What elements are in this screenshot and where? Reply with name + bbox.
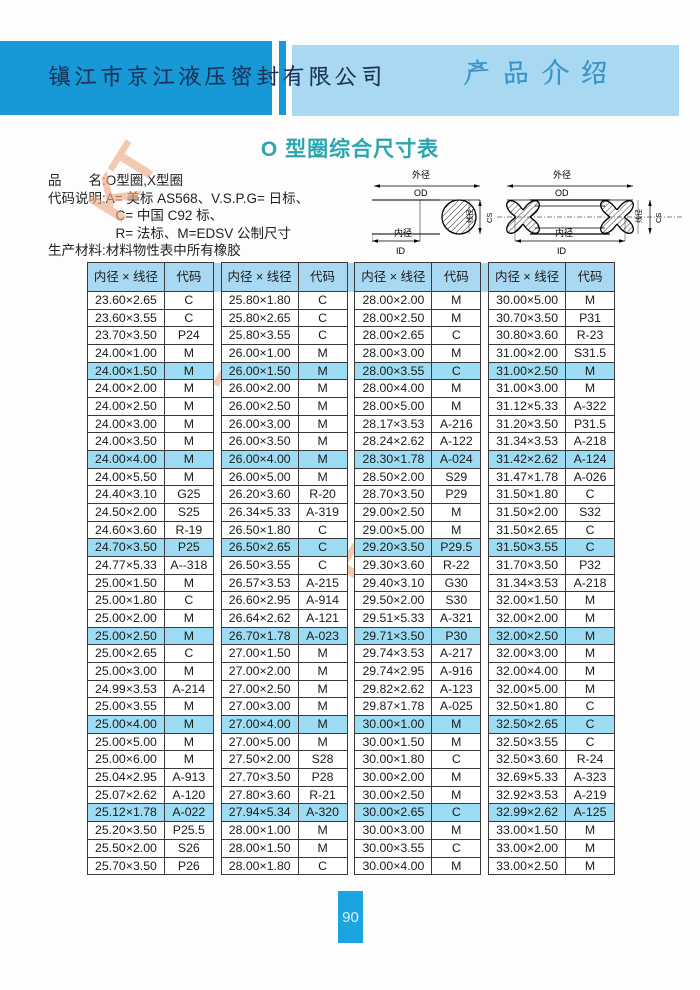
svg-text:外径: 外径	[412, 169, 430, 180]
svg-text:内径: 内径	[555, 227, 573, 238]
svg-text:ID: ID	[557, 246, 567, 256]
svg-text:线径: 线径	[634, 209, 643, 223]
svg-text:内径: 内径	[394, 227, 412, 238]
svg-text:OD: OD	[414, 188, 428, 198]
svg-text:线径: 线径	[465, 209, 474, 223]
svg-text:CS: CS	[654, 213, 663, 223]
svg-text:ID: ID	[396, 246, 406, 256]
svg-text:CS: CS	[485, 213, 494, 223]
svg-text:OD: OD	[555, 188, 569, 198]
svg-text:外径: 外径	[553, 169, 571, 180]
